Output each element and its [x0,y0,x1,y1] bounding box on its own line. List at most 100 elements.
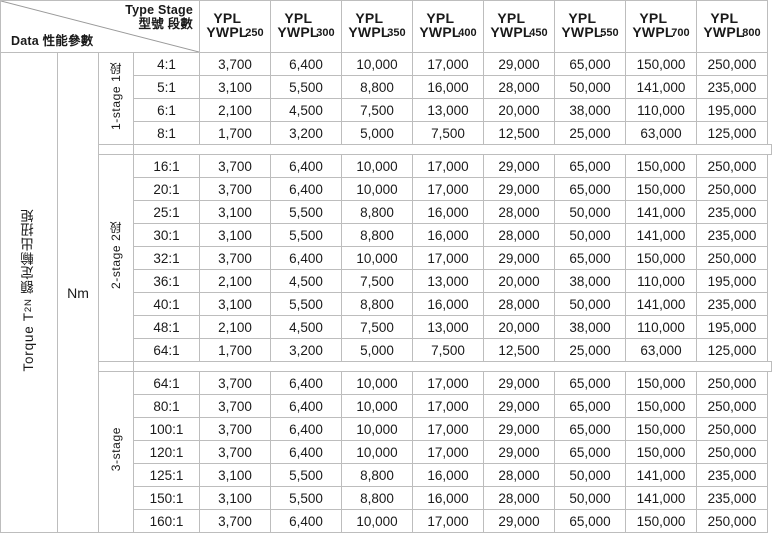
torque-value-cell-2: 10,000 [341,417,413,441]
table-row: 20:1 3,700 6,400 10,000 17,000 29,000 65,000 15… [1,177,772,201]
torque-value-cell-0: 3,100 [199,463,271,487]
torque-value-cell-5: 50,000 [554,200,626,224]
torque-value-cell-5: 65,000 [554,509,626,533]
torque-value-cell-6: 141,000 [625,223,697,247]
ratio-cell: 8:1 [133,121,200,145]
header-row: Type Stage 型號 段數 Data 性能參數 YPL YWPL 250 … [0,0,772,53]
torque-value-cell-1: 6,400 [270,52,342,76]
model-line1: YPL [497,9,526,26]
torque-value-cell-2: 10,000 [341,394,413,418]
torque-value-cell-3: 17,000 [412,371,484,395]
torque-value-cell-4: 20,000 [483,98,555,122]
torque-value-cell-2: 8,800 [341,486,413,510]
torque-value-cell-5: 65,000 [554,177,626,201]
torque-value-cell-0: 3,700 [199,371,271,395]
torque-value-cell-5: 38,000 [554,315,626,339]
torque-value-cell-0: 3,100 [199,75,271,99]
torque-value-cell-6: 110,000 [625,269,697,293]
torque-value-cell-0: 3,700 [199,417,271,441]
model-size: 550 [600,26,619,39]
torque-value-cell-6: 110,000 [625,315,697,339]
model-line2: YWPL [561,24,603,41]
table-row: 100:1 3,700 6,400 10,000 17,000 29,000 65,000 1… [1,417,772,441]
torque-value-cell-6: 150,000 [625,509,697,533]
torque-value-cell-1: 4,500 [270,98,342,122]
torque-value-cell-2: 5,000 [341,338,413,362]
torque-value-cell-4: 29,000 [483,177,555,201]
stage-group-label-1: 1-stage 1段 [98,52,134,145]
torque-value-cell-5: 25,000 [554,121,626,145]
torque-value-cell-2: 8,800 [341,292,413,316]
torque-value-cell-7: 125,000 [696,121,768,145]
torque-value-cell-0: 3,100 [199,486,271,510]
stage-separator-band [1,361,772,372]
torque-value-cell-6: 141,000 [625,75,697,99]
torque-value-cell-7: 235,000 [696,463,768,487]
ratio-cell: 16:1 [133,154,200,178]
torque-value-cell-2: 7,500 [341,98,413,122]
torque-value-cell-7: 125,000 [696,338,768,362]
torque-value-cell-2: 8,800 [341,223,413,247]
row-label-torque: Torque T2N 額定輸出扭矩 [0,52,58,533]
torque-value-cell-4: 20,000 [483,315,555,339]
ratio-cell: 40:1 [133,292,200,316]
torque-value-cell-1: 6,400 [270,417,342,441]
model-size: 400 [458,26,477,39]
torque-value-cell-2: 10,000 [341,371,413,395]
table-row: 125:1 3,100 5,500 8,800 16,000 28,000 50,000 14… [1,463,772,487]
torque-value-cell-0: 3,100 [199,223,271,247]
torque-value-cell-2: 10,000 [341,509,413,533]
torque-value-cell-3: 16,000 [412,486,484,510]
torque-value-cell-1: 5,500 [270,292,342,316]
torque-value-cell-0: 3,700 [199,246,271,270]
torque-value-cell-2: 10,000 [341,52,413,76]
torque-value-cell-3: 7,500 [412,121,484,145]
torque-value-cell-4: 29,000 [483,394,555,418]
torque-value-cell-4: 29,000 [483,371,555,395]
torque-value-cell-7: 195,000 [696,269,768,293]
torque-value-cell-1: 5,500 [270,200,342,224]
torque-value-cell-3: 17,000 [412,154,484,178]
ratio-cell: 36:1 [133,269,200,293]
stage-group-label-2: 2-stage 2段 [98,154,134,362]
torque-value-cell-3: 17,000 [412,509,484,533]
torque-value-cell-3: 16,000 [412,463,484,487]
ratio-cell: 150:1 [133,486,200,510]
torque-value-cell-1: 6,400 [270,509,342,533]
torque-value-cell-4: 28,000 [483,486,555,510]
torque-value-cell-1: 5,500 [270,486,342,510]
table-row: 150:1 3,100 5,500 8,800 16,000 28,000 50,000 14… [1,486,772,510]
torque-value-cell-7: 250,000 [696,509,768,533]
ratio-cell: 64:1 [133,338,200,362]
torque-value-cell-5: 50,000 [554,292,626,316]
torque-value-cell-5: 65,000 [554,154,626,178]
table-row: 30:1 3,100 5,500 8,800 16,000 28,000 50,000 141… [1,223,772,247]
torque-value-cell-6: 150,000 [625,177,697,201]
table-row: 6:1 2,100 4,500 7,500 13,000 20,000 38,000 110,… [1,98,772,122]
corner-header-data-label: Data 性能參數 [11,34,94,48]
table-row: 3-stage 64:1 3,700 6,400 10,000 17,000 29,000 6… [1,371,772,533]
table-body: Torque T2N 額定輸出扭矩 Nm 1-stage 1段 4:1 3,700 6,4… [0,52,772,533]
corner-header-type-stage-cn: 型號 段數 [138,17,193,31]
separator-fill [133,361,772,372]
ratio-cell: 25:1 [133,200,200,224]
torque-value-cell-2: 8,800 [341,463,413,487]
torque-value-cell-6: 150,000 [625,417,697,441]
torque-value-cell-0: 3,700 [199,154,271,178]
torque-value-cell-3: 16,000 [412,200,484,224]
torque-value-cell-2: 10,000 [341,246,413,270]
torque-value-cell-7: 235,000 [696,292,768,316]
torque-value-cell-5: 50,000 [554,223,626,247]
torque-value-cell-7: 250,000 [696,371,768,395]
separator-blank [98,144,134,155]
ratio-cell: 30:1 [133,223,200,247]
row-label-unit: Nm [57,52,99,533]
table-row: 25:1 3,100 5,500 8,800 16,000 28,000 50,000 141… [1,200,772,224]
torque-value-cell-6: 150,000 [625,246,697,270]
torque-value-cell-6: 150,000 [625,52,697,76]
torque-value-cell-1: 6,400 [270,154,342,178]
torque-value-cell-1: 6,400 [270,371,342,395]
torque-value-cell-7: 195,000 [696,315,768,339]
torque-value-cell-5: 50,000 [554,486,626,510]
torque-value-cell-4: 20,000 [483,269,555,293]
